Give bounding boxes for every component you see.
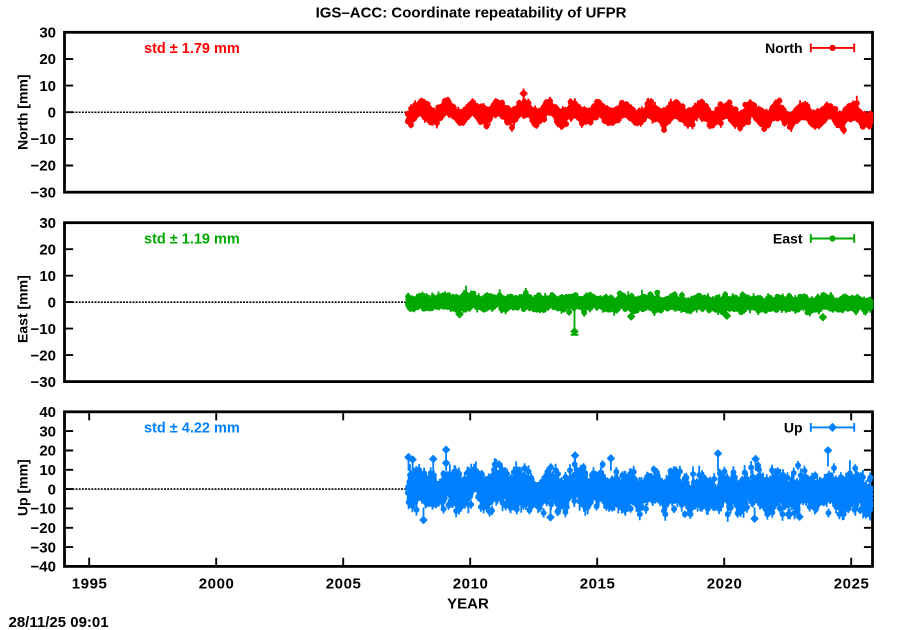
svg-text:std ± 1.79 mm: std ± 1.79 mm — [144, 41, 240, 57]
svg-text:−20: −20 — [31, 520, 56, 537]
svg-text:−10: −10 — [31, 501, 56, 518]
svg-text:Up [mm]: Up [mm] — [15, 459, 31, 516]
svg-text:28/11/25 09:01: 28/11/25 09:01 — [9, 614, 109, 630]
svg-text:10: 10 — [39, 462, 56, 479]
svg-text:East [mm]: East [mm] — [15, 275, 31, 343]
svg-text:−30: −30 — [31, 539, 56, 556]
svg-text:−40: −40 — [31, 559, 56, 576]
svg-text:0: 0 — [48, 105, 56, 122]
svg-text:30: 30 — [39, 423, 56, 440]
svg-text:20: 20 — [39, 51, 56, 68]
svg-text:10: 10 — [39, 78, 56, 95]
svg-text:−20: −20 — [31, 158, 56, 175]
svg-text:30: 30 — [39, 25, 56, 42]
svg-text:2010: 2010 — [453, 576, 489, 593]
svg-text:40: 40 — [39, 404, 56, 421]
svg-text:North: North — [765, 40, 802, 56]
svg-text:Up: Up — [784, 420, 803, 436]
svg-text:East: East — [773, 231, 803, 247]
svg-text:YEAR: YEAR — [447, 596, 489, 613]
svg-text:1995: 1995 — [72, 576, 108, 593]
svg-text:0: 0 — [48, 294, 56, 311]
svg-text:10: 10 — [39, 268, 56, 285]
svg-text:IGS–ACC: Coordinate repeatabil: IGS–ACC: Coordinate repeatability of UFP… — [316, 4, 627, 21]
svg-text:2005: 2005 — [326, 576, 362, 593]
svg-text:−20: −20 — [31, 347, 56, 364]
svg-text:−10: −10 — [31, 131, 56, 148]
svg-text:2015: 2015 — [580, 576, 616, 593]
svg-text:0: 0 — [48, 481, 56, 498]
svg-text:−30: −30 — [31, 184, 56, 201]
svg-text:North [mm]: North [mm] — [15, 74, 31, 149]
svg-text:2020: 2020 — [707, 576, 743, 593]
svg-text:20: 20 — [39, 241, 56, 258]
svg-text:2025: 2025 — [834, 576, 870, 593]
svg-text:20: 20 — [39, 443, 56, 460]
svg-text:std ± 4.22 mm: std ± 4.22 mm — [144, 420, 240, 436]
svg-text:2000: 2000 — [199, 576, 235, 593]
svg-text:−10: −10 — [31, 321, 56, 338]
svg-text:30: 30 — [39, 215, 56, 232]
svg-text:std ± 1.19 mm: std ± 1.19 mm — [144, 231, 240, 247]
svg-text:−30: −30 — [31, 374, 56, 391]
